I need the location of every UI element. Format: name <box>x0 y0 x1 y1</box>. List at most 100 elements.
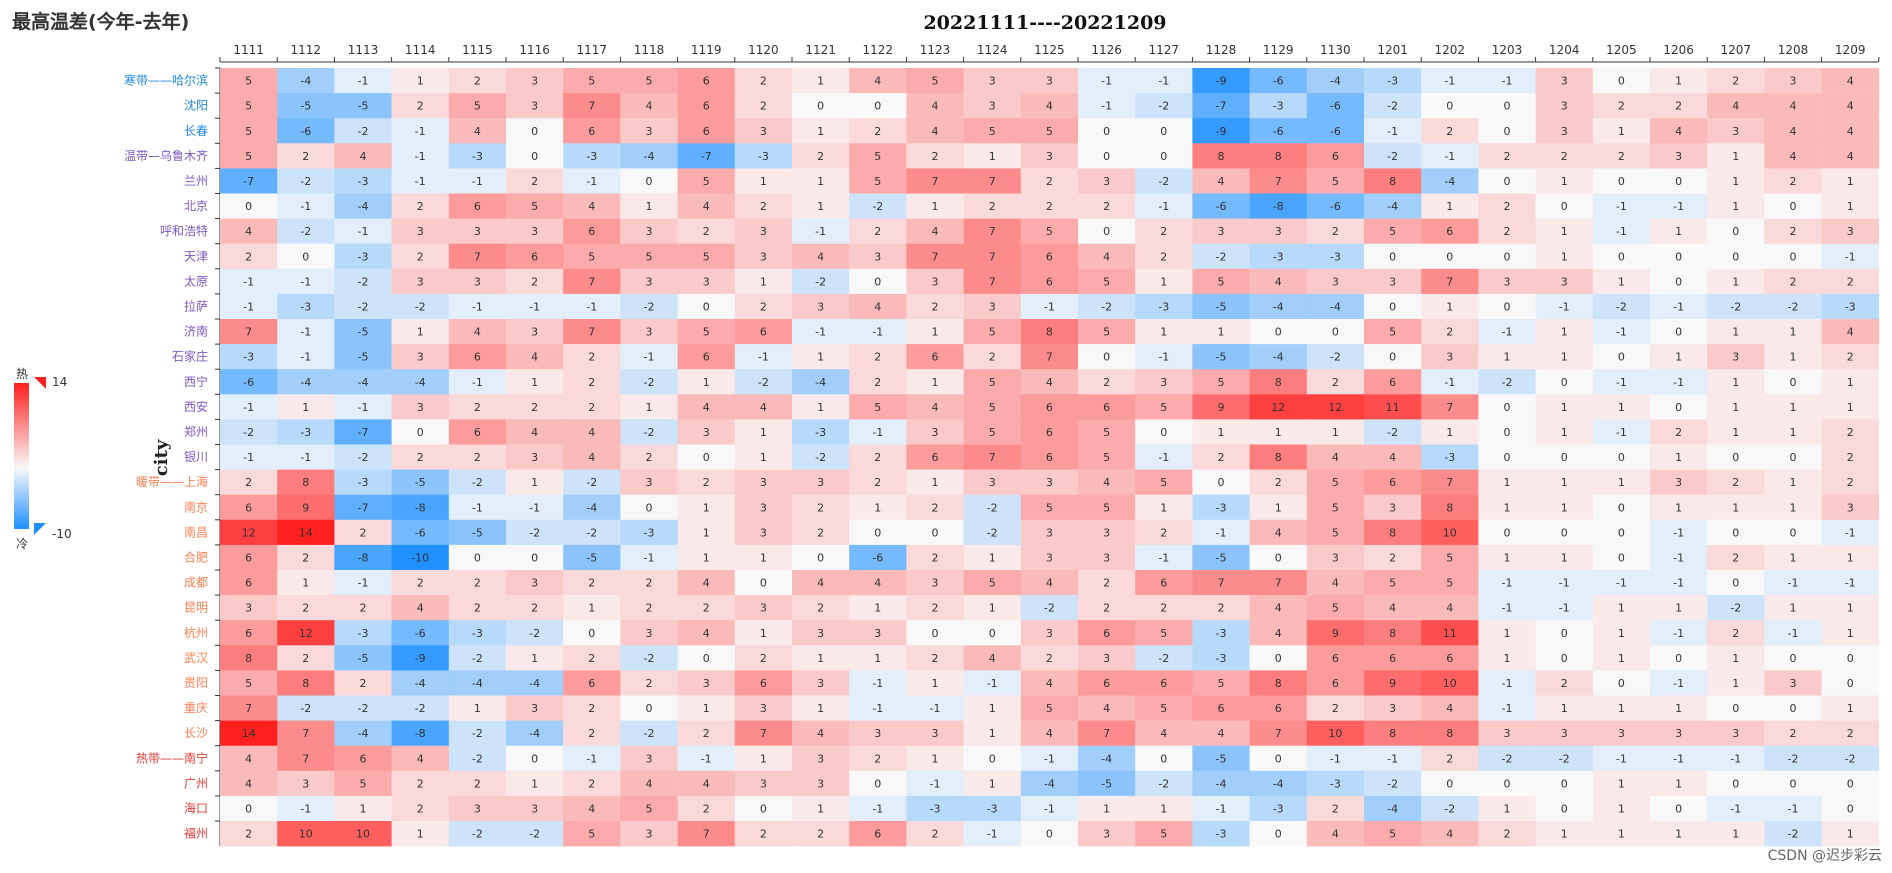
heatmap-cell[interactable] <box>1078 821 1136 847</box>
heatmap-cell[interactable] <box>391 444 450 470</box>
heatmap-cell[interactable] <box>792 168 850 194</box>
heatmap-cell[interactable] <box>849 770 907 797</box>
heatmap-cell[interactable] <box>1707 369 1765 395</box>
heatmap-cell[interactable] <box>220 544 278 571</box>
heatmap-cell[interactable] <box>1478 595 1536 621</box>
heatmap-cell[interactable] <box>277 570 335 596</box>
heatmap-cell[interactable] <box>391 570 450 596</box>
heatmap-cell[interactable] <box>391 595 450 621</box>
heatmap-cell[interactable] <box>963 570 1022 596</box>
heatmap-cell[interactable] <box>1478 118 1536 144</box>
heatmap-cell[interactable] <box>1592 519 1651 546</box>
heatmap-cell[interactable] <box>1650 118 1708 144</box>
heatmap-cell[interactable] <box>906 469 964 495</box>
heatmap-cell[interactable] <box>448 193 507 219</box>
heatmap-cell[interactable] <box>391 369 450 395</box>
heatmap-cell[interactable] <box>1764 544 1822 571</box>
heatmap-cell[interactable] <box>792 645 850 671</box>
heatmap-cell[interactable] <box>1421 319 1479 345</box>
heatmap-cell[interactable] <box>1135 795 1193 822</box>
heatmap-cell[interactable] <box>963 645 1022 671</box>
heatmap-cell[interactable] <box>1249 595 1308 621</box>
heatmap-cell[interactable] <box>1020 695 1079 721</box>
heatmap-cell[interactable] <box>334 645 392 671</box>
heatmap-cell[interactable] <box>1078 720 1136 746</box>
heatmap-cell[interactable] <box>963 795 1022 822</box>
heatmap-cell[interactable] <box>1821 620 1880 646</box>
heatmap-cell[interactable] <box>506 243 564 270</box>
heatmap-cell[interactable] <box>1192 795 1250 822</box>
heatmap-cell[interactable] <box>1592 745 1651 772</box>
heatmap-cell[interactable] <box>1478 319 1536 345</box>
heatmap-cell[interactable] <box>277 419 335 445</box>
heatmap-cell[interactable] <box>792 369 850 395</box>
heatmap-cell[interactable] <box>1764 695 1822 721</box>
heatmap-cell[interactable] <box>1764 68 1822 94</box>
heatmap-cell[interactable] <box>677 68 736 94</box>
heatmap-cell[interactable] <box>1078 419 1136 445</box>
heatmap-cell[interactable] <box>1249 419 1308 445</box>
heatmap-cell[interactable] <box>677 118 736 144</box>
heatmap-cell[interactable] <box>734 695 793 721</box>
heatmap-cell[interactable] <box>906 118 964 144</box>
heatmap-cell[interactable] <box>334 93 392 119</box>
heatmap-cell[interactable] <box>1707 444 1765 470</box>
heatmap-cell[interactable] <box>506 319 564 345</box>
heatmap-cell[interactable] <box>1535 745 1594 772</box>
heatmap-cell[interactable] <box>906 394 964 420</box>
heatmap-cell[interactable] <box>1707 494 1765 521</box>
heatmap-cell[interactable] <box>1764 319 1822 345</box>
heatmap-cell[interactable] <box>849 720 907 746</box>
heatmap-cell[interactable] <box>734 68 793 94</box>
heatmap-cell[interactable] <box>1020 570 1079 596</box>
heatmap-cell[interactable] <box>734 218 793 244</box>
heatmap-cell[interactable] <box>1764 620 1822 646</box>
heatmap-cell[interactable] <box>1249 268 1308 295</box>
heatmap-cell[interactable] <box>334 293 392 320</box>
heatmap-cell[interactable] <box>1821 243 1880 270</box>
heatmap-cell[interactable] <box>1535 394 1594 420</box>
heatmap-cell[interactable] <box>277 720 335 746</box>
heatmap-cell[interactable] <box>1020 168 1079 194</box>
heatmap-cell[interactable] <box>1249 519 1308 546</box>
heatmap-cell[interactable] <box>506 494 564 521</box>
heatmap-cell[interactable] <box>963 419 1022 445</box>
heatmap-cell[interactable] <box>1421 494 1479 521</box>
heatmap-cell[interactable] <box>963 444 1022 470</box>
heatmap-cell[interactable] <box>906 620 964 646</box>
heatmap-cell[interactable] <box>1421 344 1479 370</box>
heatmap-cell[interactable] <box>963 118 1022 144</box>
heatmap-cell[interactable] <box>849 319 907 345</box>
heatmap-cell[interactable] <box>506 670 564 696</box>
heatmap-cell[interactable] <box>1821 118 1880 144</box>
heatmap-cell[interactable] <box>1421 645 1479 671</box>
heatmap-cell[interactable] <box>620 268 678 295</box>
heatmap-cell[interactable] <box>792 544 850 571</box>
heatmap-cell[interactable] <box>1764 93 1822 119</box>
heatmap-cell[interactable] <box>1707 168 1765 194</box>
heatmap-cell[interactable] <box>563 268 621 295</box>
heatmap-cell[interactable] <box>391 795 450 822</box>
heatmap-cell[interactable] <box>1478 419 1536 445</box>
heatmap-cell[interactable] <box>677 394 736 420</box>
heatmap-cell[interactable] <box>1821 143 1880 169</box>
heatmap-cell[interactable] <box>734 369 793 395</box>
heatmap-cell[interactable] <box>1707 218 1765 244</box>
heatmap-cell[interactable] <box>1078 595 1136 621</box>
heatmap-cell[interactable] <box>1592 645 1651 671</box>
heatmap-cell[interactable] <box>734 595 793 621</box>
heatmap-cell[interactable] <box>1478 293 1536 320</box>
heatmap-cell[interactable] <box>1192 770 1250 797</box>
heatmap-cell[interactable] <box>849 168 907 194</box>
heatmap-cell[interactable] <box>1306 394 1365 420</box>
heatmap-cell[interactable] <box>563 695 621 721</box>
heatmap-cell[interactable] <box>620 645 678 671</box>
heatmap-cell[interactable] <box>1364 243 1422 270</box>
heatmap-cell[interactable] <box>448 620 507 646</box>
heatmap-cell[interactable] <box>334 695 392 721</box>
heatmap-cell[interactable] <box>1364 293 1422 320</box>
heatmap-cell[interactable] <box>1249 193 1308 219</box>
heatmap-cell[interactable] <box>220 218 278 244</box>
heatmap-cell[interactable] <box>1478 268 1536 295</box>
heatmap-cell[interactable] <box>1707 720 1765 746</box>
